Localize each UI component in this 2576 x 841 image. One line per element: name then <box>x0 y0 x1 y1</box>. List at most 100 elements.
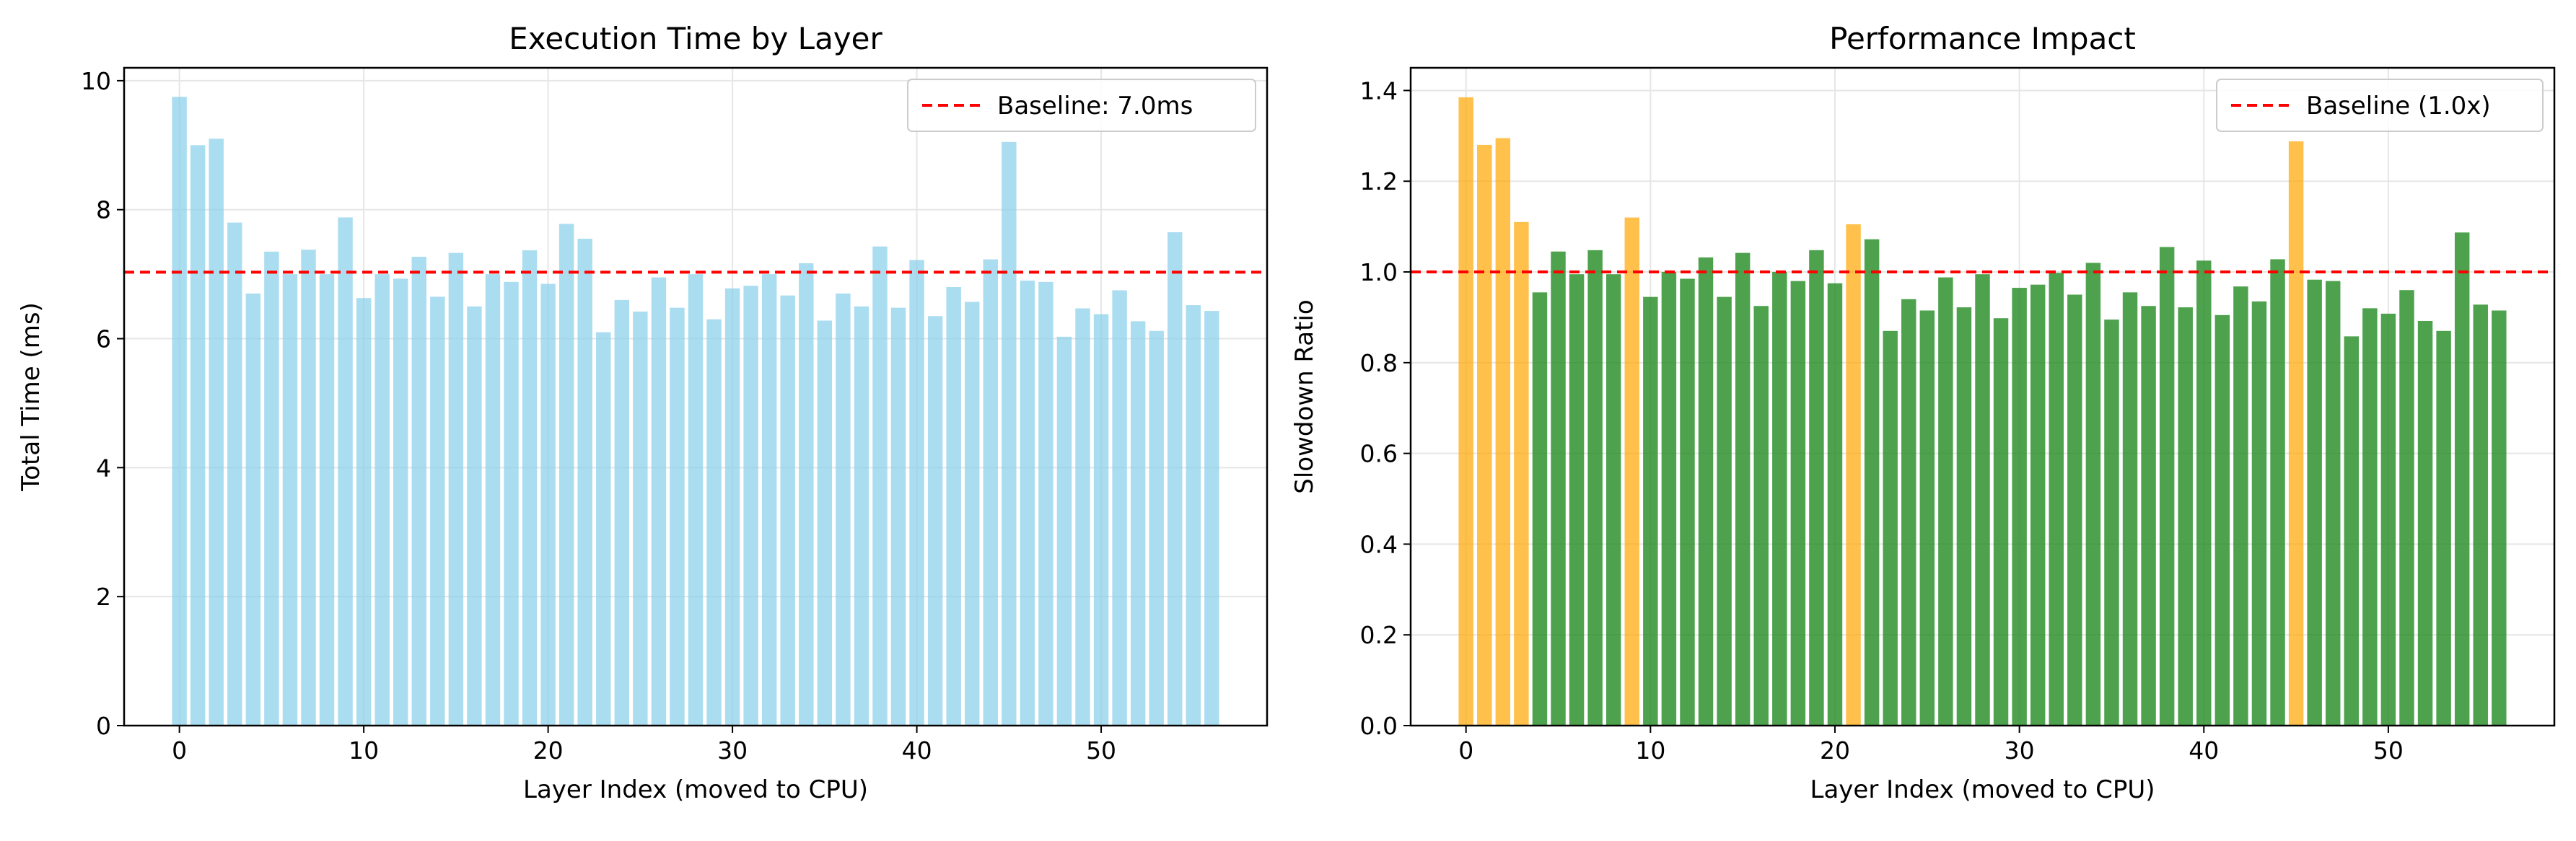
x-tick-label: 20 <box>533 736 564 765</box>
bar-layer-3 <box>227 222 242 726</box>
chart-title: Execution Time by Layer <box>509 21 882 56</box>
bar-layer-39 <box>890 307 906 726</box>
bar-layer-7 <box>1587 250 1603 726</box>
performance-impact-chart: 0 10 20 30 40 50 0.0 0.2 0.4 0.6 0.8 1.0 1.2 1.4 Perf… <box>1290 21 2556 804</box>
x-axis-label: Layer Index (moved to CPU) <box>1810 775 2155 804</box>
bar-layer-17 <box>1772 272 1787 726</box>
execution-time-chart: 0 10 20 30 40 50 0 2 4 6 8 10 Execution Time by Lay… <box>17 21 1269 804</box>
bar-layer-8 <box>1605 274 1621 726</box>
y-tick-label: 0 <box>96 712 111 740</box>
bar-layer-3 <box>1514 221 1529 726</box>
bar-layer-14 <box>1717 296 1732 726</box>
bar-layer-43 <box>965 301 980 726</box>
bar-layer-27 <box>670 307 685 726</box>
bar-layer-50 <box>2380 313 2396 726</box>
bar-layer-30 <box>2012 288 2027 726</box>
bar-layer-25 <box>633 311 648 726</box>
y-tick-label: 0.4 <box>1360 530 1398 558</box>
y-tick-label: 4 <box>96 454 111 482</box>
plot-frame <box>123 66 1269 727</box>
bar-layer-42 <box>946 287 961 726</box>
bar-layer-5 <box>1551 251 1566 726</box>
bar-layer-35 <box>817 320 833 726</box>
bar-layer-44 <box>983 259 998 726</box>
bar-layer-19 <box>522 250 538 726</box>
bar-layer-16 <box>467 306 482 726</box>
bar-layer-13 <box>1698 257 1714 726</box>
bar-layer-48 <box>2344 336 2360 726</box>
y-tick-label: 0.8 <box>1360 349 1398 377</box>
bar-layer-38 <box>2159 247 2175 726</box>
x-axis-label: Layer Index (moved to CPU) <box>523 775 868 804</box>
bar-layer-56 <box>1204 311 1219 726</box>
y-tick-label: 1.4 <box>1360 76 1398 105</box>
bar-layer-33 <box>780 295 795 726</box>
bar-layer-2 <box>209 138 224 726</box>
bar-layer-31 <box>743 286 758 726</box>
y-tick-label: 1.0 <box>1360 258 1398 286</box>
x-tick-label: 50 <box>1086 736 1116 765</box>
bar-layer-45 <box>2288 141 2304 726</box>
y-axis-label: Total Time (ms) <box>17 302 45 492</box>
bar-layer-47 <box>1038 281 1053 726</box>
bar-layer-38 <box>872 246 888 726</box>
bar-layer-16 <box>1753 306 1769 726</box>
bar-layer-48 <box>1056 336 1072 726</box>
bar-layer-40 <box>909 260 924 726</box>
bar-layer-44 <box>2270 259 2285 726</box>
bar-layer-56 <box>2492 310 2507 726</box>
x-tick-label: 30 <box>717 736 748 765</box>
legend-label: Baseline: 7.0ms <box>997 92 1193 120</box>
bar-layer-53 <box>2436 330 2451 726</box>
y-tick-label: 6 <box>96 325 111 353</box>
bar-layer-17 <box>485 274 501 726</box>
bar-layer-35 <box>2104 320 2119 726</box>
bar-layer-26 <box>651 277 667 726</box>
y-tick-label: 1.2 <box>1360 167 1398 195</box>
bar-layer-6 <box>1569 274 1585 726</box>
bar-layer-52 <box>2417 320 2433 726</box>
legend-box <box>907 79 1256 132</box>
bar-layer-55 <box>2473 304 2488 726</box>
bar-layer-51 <box>1112 290 1127 726</box>
bar-layer-15 <box>448 252 464 726</box>
bar-layer-21 <box>558 224 574 726</box>
bar-layer-19 <box>1809 250 1824 726</box>
bar-layer-20 <box>1827 283 1843 726</box>
bar-layer-9 <box>1624 217 1639 726</box>
legend: Baseline: 7.0ms <box>907 79 1256 132</box>
chart-title: Performance Impact <box>1829 21 2136 56</box>
bar-layer-0 <box>172 97 187 726</box>
bar-layer-47 <box>2326 281 2341 726</box>
bar-layer-49 <box>1075 308 1090 726</box>
x-tick-label: 0 <box>1458 736 1473 765</box>
bar-layer-1 <box>190 145 206 726</box>
bar-layer-22 <box>1864 239 1880 726</box>
bar-layer-27 <box>1956 307 1972 726</box>
bar-layer-51 <box>2399 290 2414 726</box>
y-tick-label: 0.6 <box>1360 440 1398 468</box>
y-tick-label: 0.0 <box>1360 712 1398 740</box>
bar-layer-52 <box>1130 321 1146 726</box>
bar-layer-32 <box>2049 273 2064 726</box>
bar-layer-54 <box>1167 232 1183 726</box>
bar-layer-11 <box>1661 272 1677 726</box>
bar-layer-6 <box>282 274 298 726</box>
bar-layer-32 <box>761 274 777 726</box>
bar-layer-46 <box>1020 281 1035 726</box>
bar-layer-15 <box>1735 252 1751 726</box>
x-tick-label: 10 <box>1635 736 1665 765</box>
bar-layer-29 <box>1993 318 2009 726</box>
bar-layer-41 <box>2214 314 2230 726</box>
bar-layer-10 <box>1643 296 1658 726</box>
bar-layer-46 <box>2307 279 2322 726</box>
bar-layer-34 <box>2085 263 2101 726</box>
bar-layer-2 <box>1495 138 1511 726</box>
x-tick-label: 30 <box>2005 736 2035 765</box>
bar-layer-23 <box>1883 330 1898 726</box>
bar-layer-29 <box>706 319 722 726</box>
x-tick-label: 20 <box>1820 736 1850 765</box>
bar-layer-12 <box>1680 278 1695 726</box>
bar-layer-49 <box>2362 308 2378 726</box>
